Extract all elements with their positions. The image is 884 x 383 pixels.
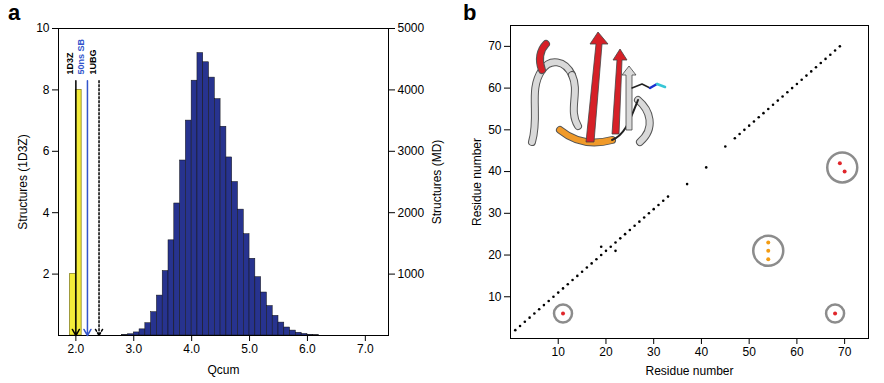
svg-text:70: 70: [488, 39, 502, 53]
svg-text:50: 50: [742, 345, 756, 359]
svg-text:1D3Z: 1D3Z: [65, 52, 75, 75]
svg-text:Residue number: Residue number: [470, 138, 484, 226]
svg-text:Structures (MD): Structures (MD): [430, 140, 444, 225]
svg-text:Structures (1D3Z): Structures (1D3Z): [16, 134, 30, 229]
svg-text:50: 50: [488, 123, 502, 137]
svg-text:70: 70: [838, 345, 852, 359]
svg-text:2000: 2000: [398, 206, 425, 220]
svg-text:Residue number: Residue number: [645, 364, 733, 378]
svg-text:1000: 1000: [398, 267, 425, 281]
svg-text:30: 30: [488, 206, 502, 220]
svg-text:4.0: 4.0: [183, 342, 200, 356]
svg-text:3000: 3000: [398, 144, 425, 158]
svg-text:Qcum: Qcum: [207, 363, 239, 377]
svg-text:1UBG: 1UBG: [88, 50, 98, 75]
svg-text:20: 20: [488, 248, 502, 262]
svg-text:4000: 4000: [398, 83, 425, 97]
svg-text:6.0: 6.0: [299, 342, 316, 356]
svg-text:30: 30: [647, 345, 661, 359]
svg-text:60: 60: [488, 81, 502, 95]
svg-text:40: 40: [488, 164, 502, 178]
svg-text:20: 20: [599, 345, 613, 359]
svg-text:50ns SB: 50ns SB: [76, 39, 86, 75]
svg-text:4: 4: [43, 206, 50, 220]
html-text:a: a: [8, 0, 21, 25]
svg-text:6: 6: [43, 144, 50, 158]
svg-text:60: 60: [790, 345, 804, 359]
svg-text:2.0: 2.0: [68, 342, 85, 356]
svg-text:5.0: 5.0: [241, 342, 258, 356]
html-text:b: b: [463, 0, 477, 25]
svg-text:40: 40: [695, 345, 709, 359]
svg-text:2: 2: [43, 267, 50, 281]
svg-text:8: 8: [43, 83, 50, 97]
svg-text:10: 10: [36, 21, 50, 35]
svg-text:10: 10: [552, 345, 566, 359]
svg-text:5000: 5000: [398, 21, 425, 35]
svg-text:3.0: 3.0: [125, 342, 142, 356]
svg-text:10: 10: [488, 290, 502, 304]
svg-text:7.0: 7.0: [357, 342, 374, 356]
